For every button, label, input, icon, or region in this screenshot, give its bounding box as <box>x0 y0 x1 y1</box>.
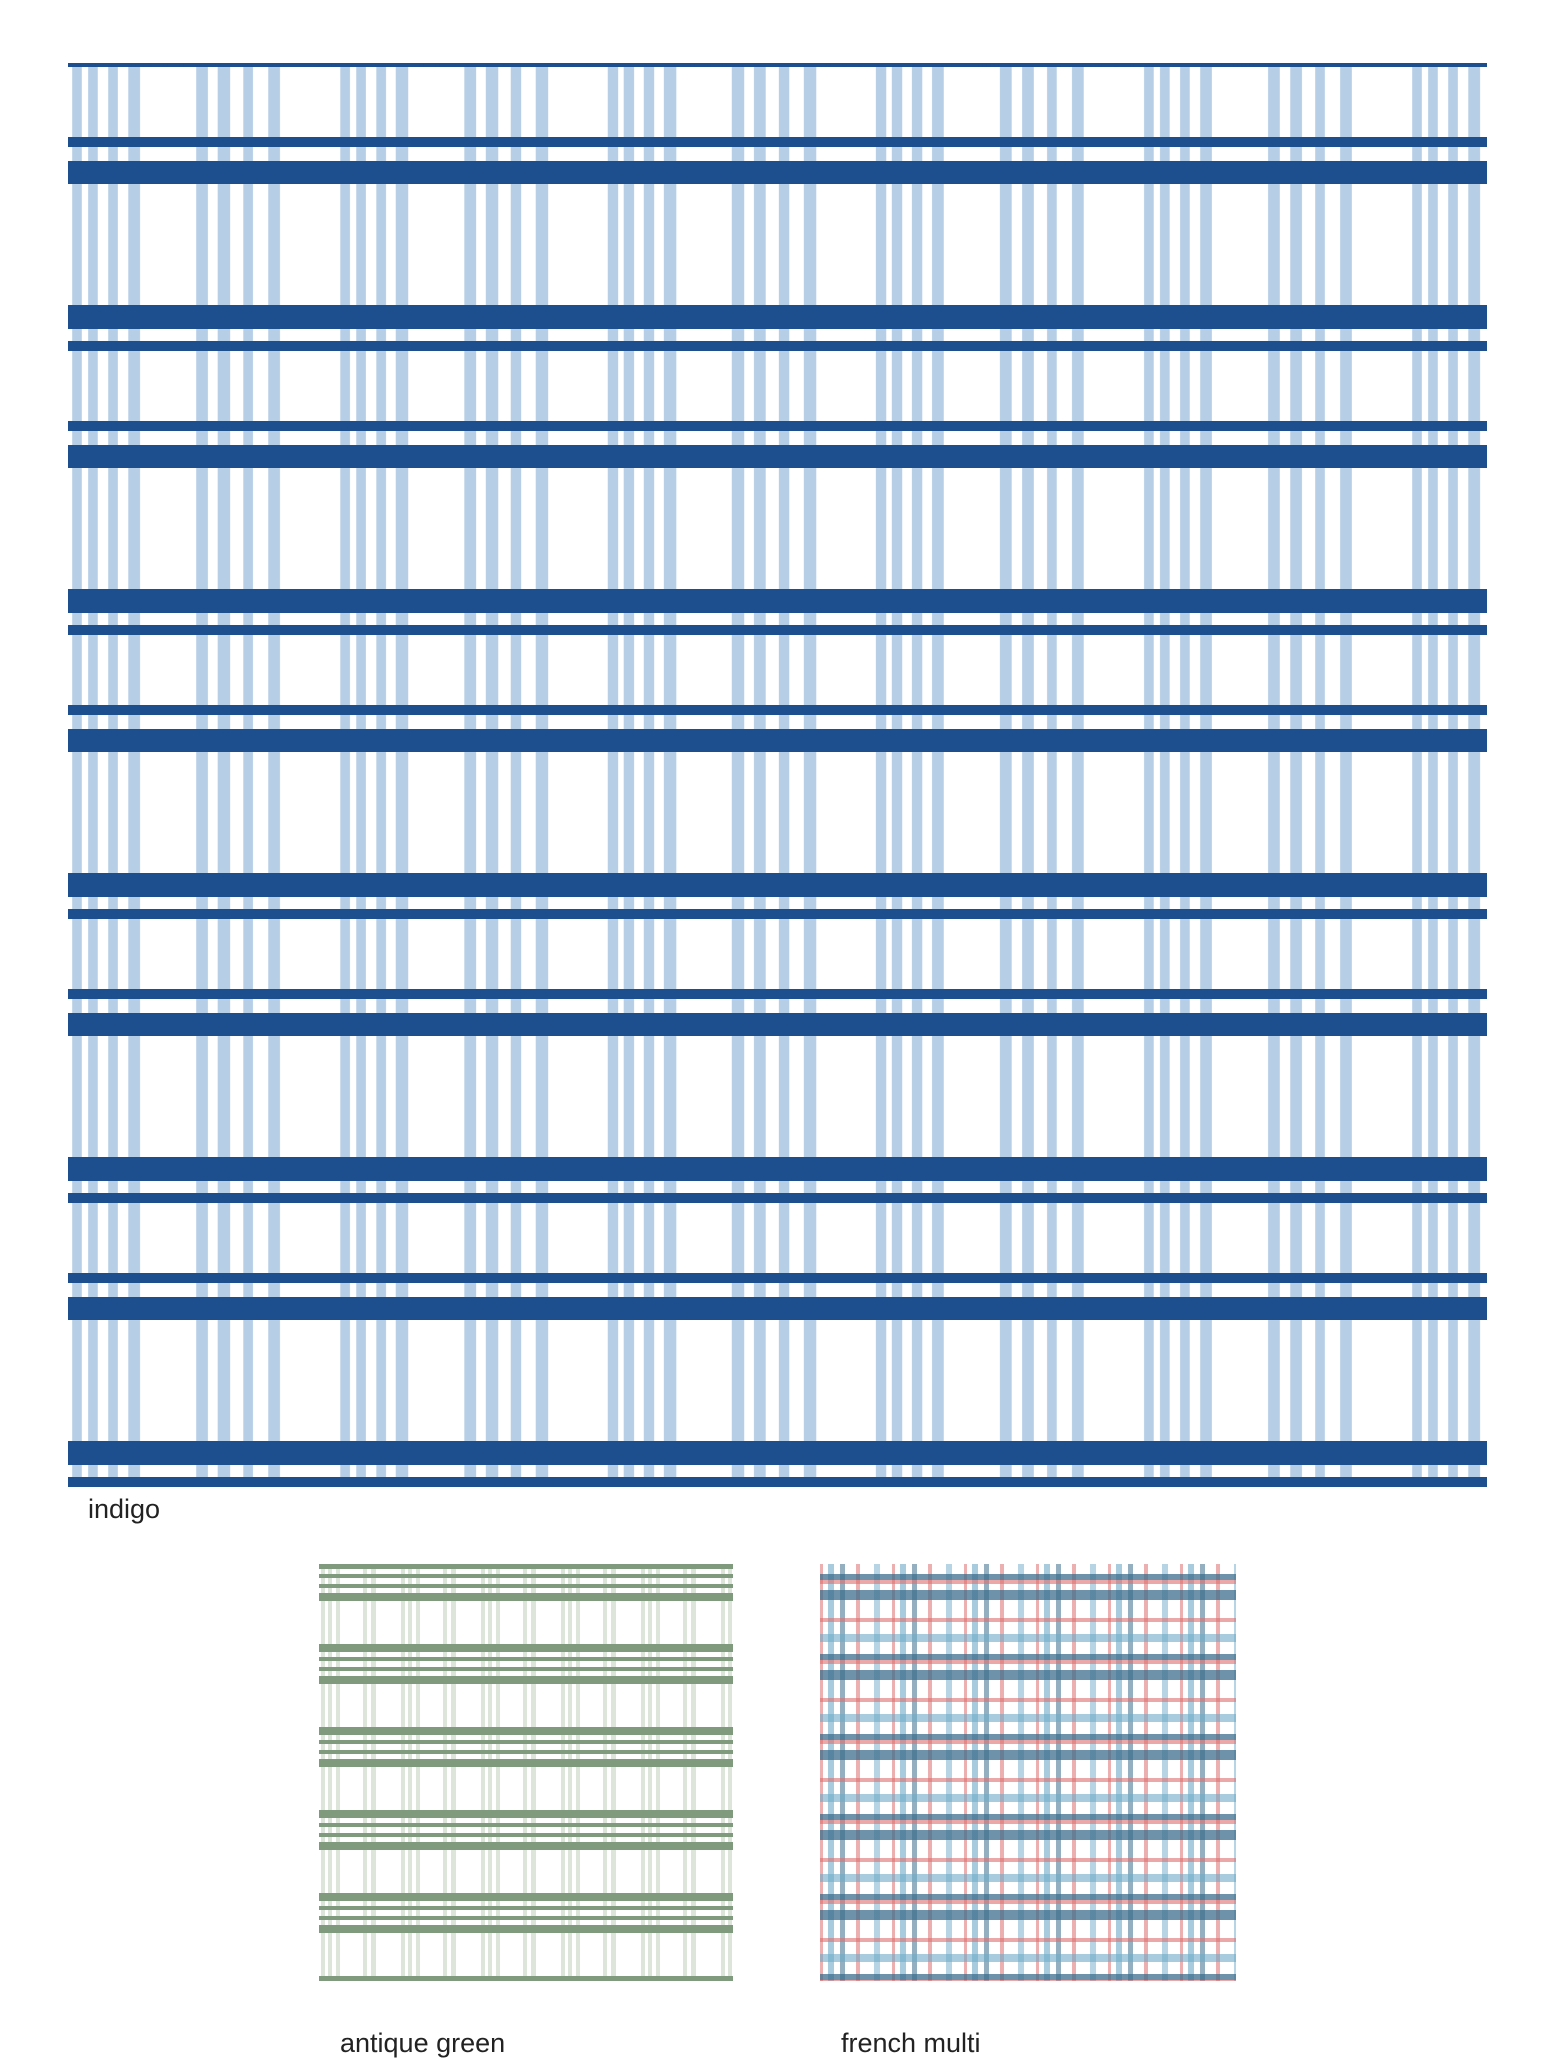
french-multi-swatch <box>820 1564 1236 1981</box>
antique-green-swatch <box>319 1564 733 1981</box>
swatch-label: french multi <box>841 2028 981 2058</box>
swatch-label: antique green <box>340 2028 506 2058</box>
swatch-label: indigo <box>88 1494 161 1524</box>
indigo-swatch <box>68 63 1487 1487</box>
